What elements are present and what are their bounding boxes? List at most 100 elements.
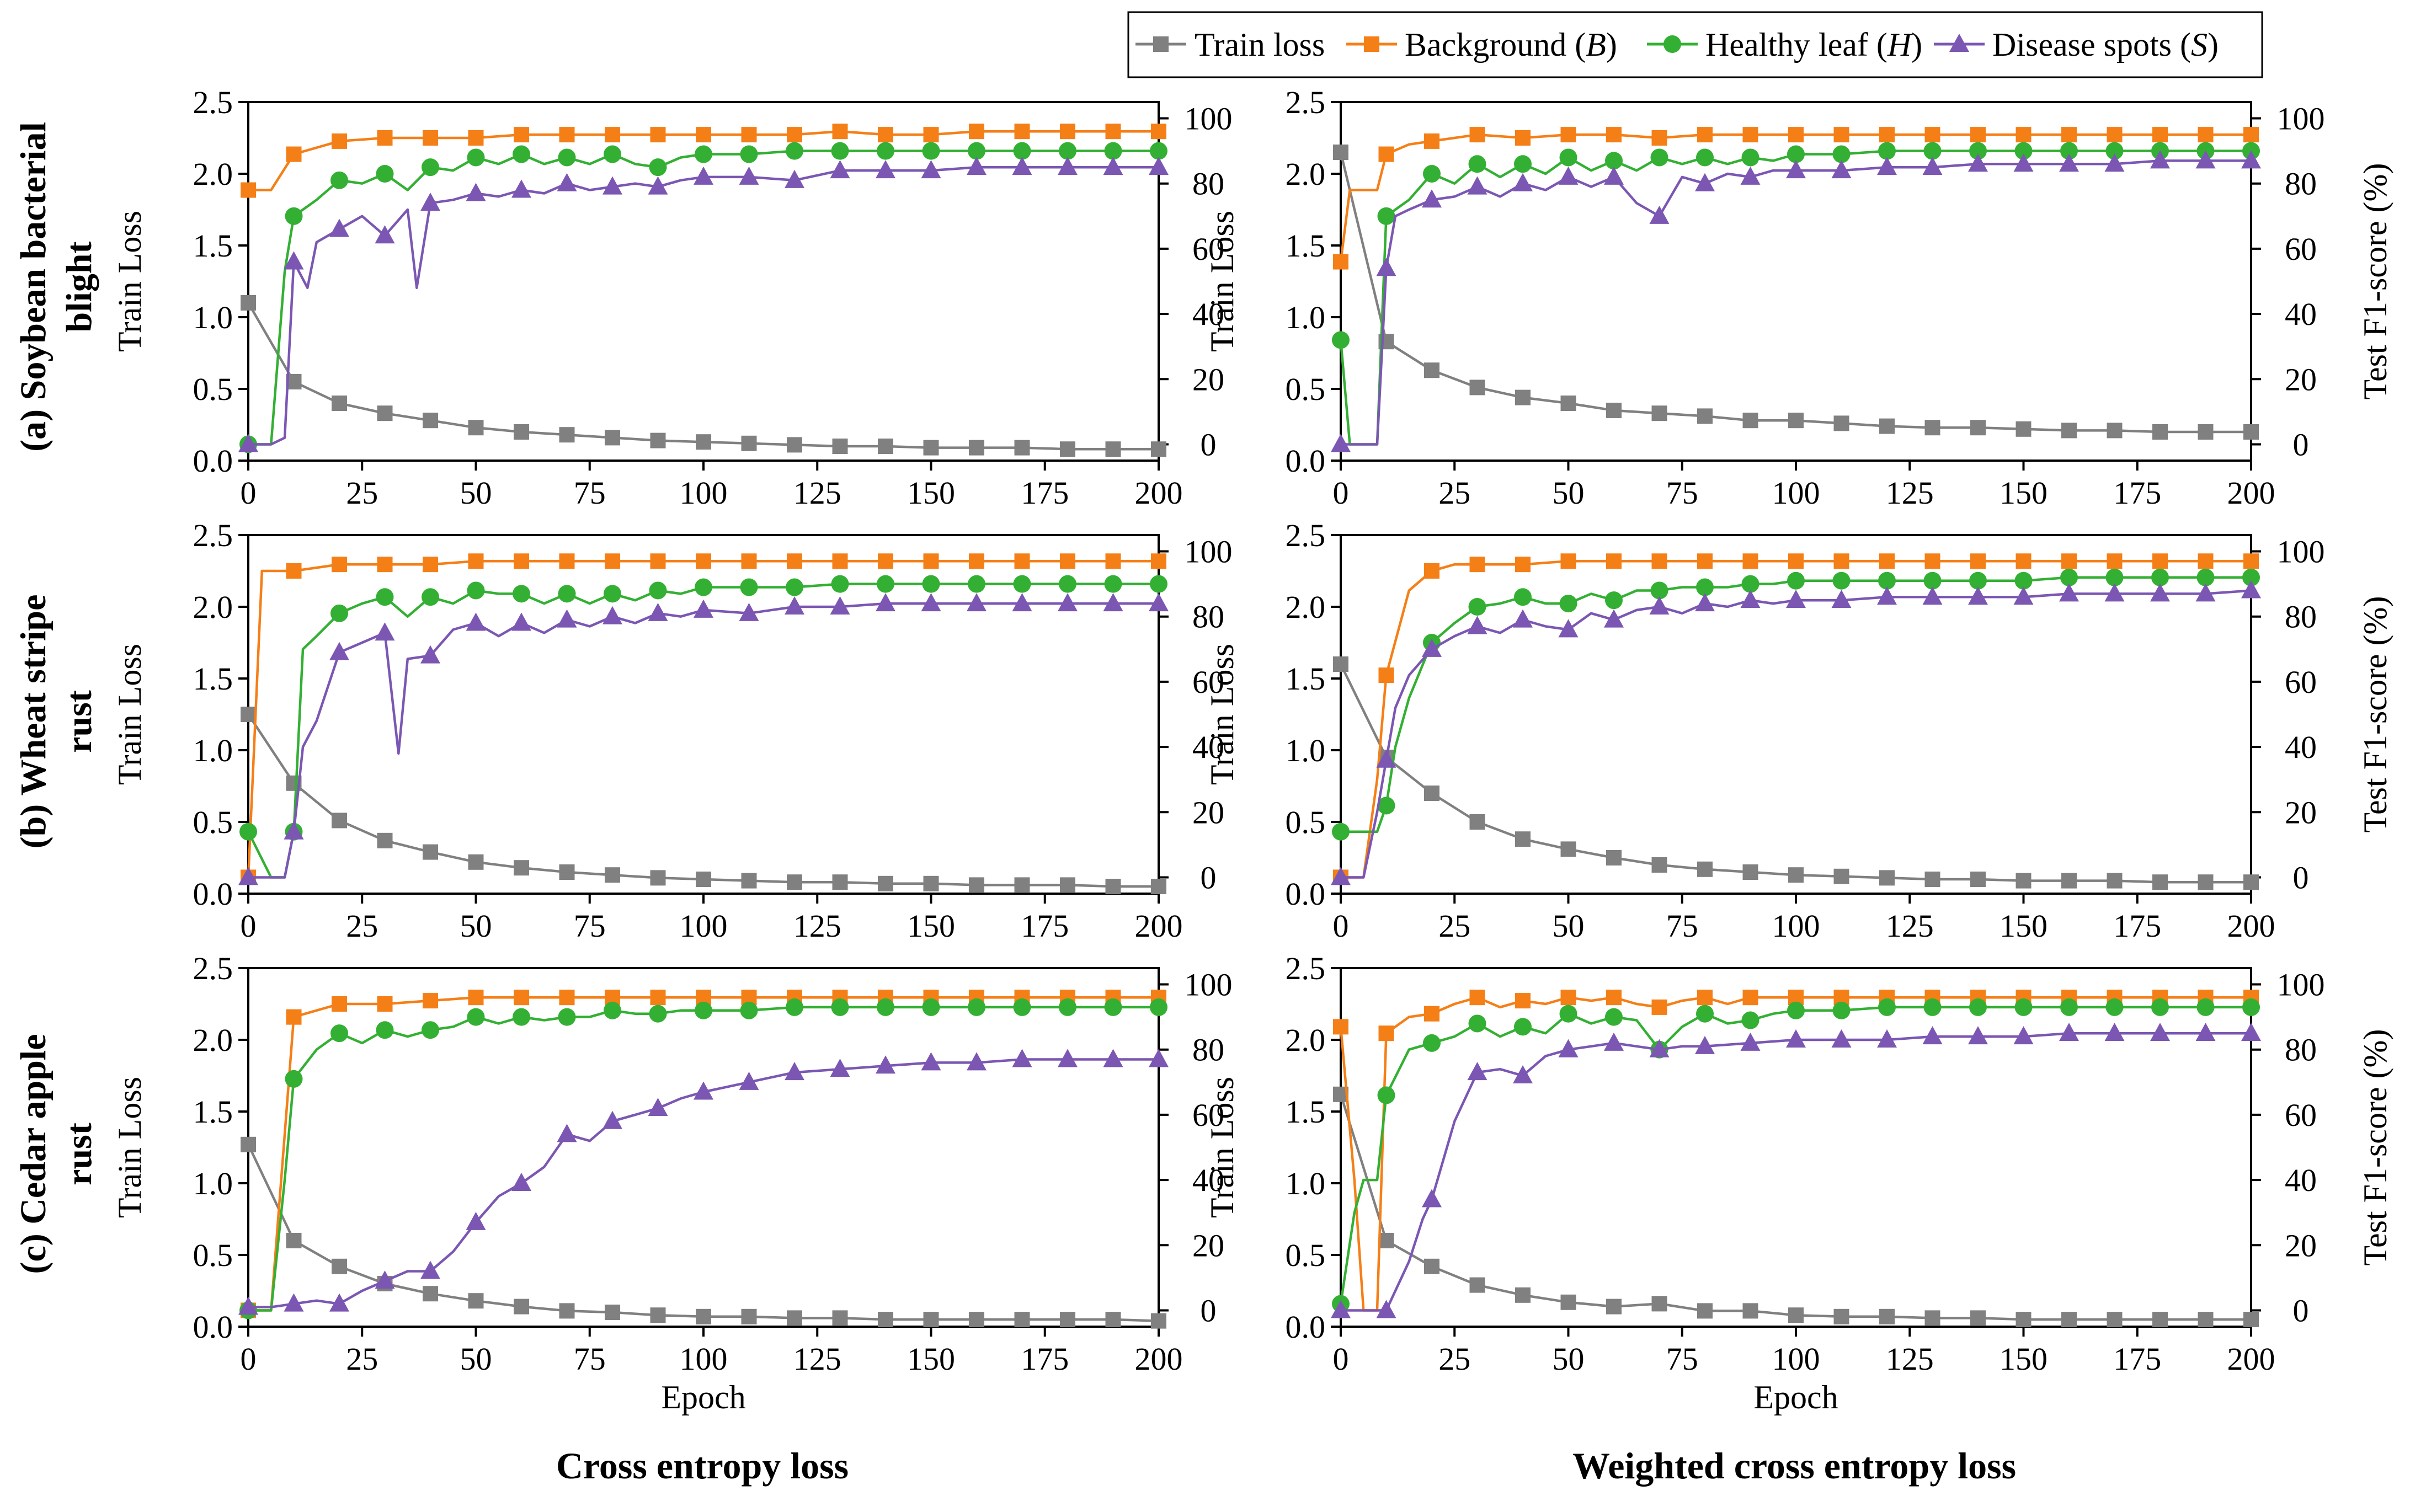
panel-0-0-series-S-point: [1012, 157, 1032, 175]
panel-1-0-series-H-point: [376, 588, 394, 606]
panel-2-0-series-train-point: [605, 1305, 620, 1320]
panel-1-0-series-H-point: [922, 575, 940, 593]
panel-2-0-series-H-point: [422, 1021, 439, 1039]
panel-0-1-series-train-point: [1333, 145, 1348, 160]
panel-0-0-series-B-point: [650, 127, 666, 143]
panel-1-1-series-B-point: [1833, 553, 1849, 569]
panel-1-0-series-H-point: [422, 588, 439, 606]
panel-2-0-series-H-point: [285, 1070, 303, 1088]
row-title-c-line2: rust: [59, 1123, 99, 1185]
panel-0-1-series-B-point: [2016, 127, 2032, 143]
panel-1-0-series-S-point: [557, 609, 577, 628]
panel-0-1-series-S-point: [1740, 166, 1761, 185]
panel-2-0-xtick-label: 150: [907, 1341, 955, 1377]
panel-0-0-series-B-point: [878, 127, 893, 143]
panel-2-1-y2tick-label: 80: [2285, 1032, 2317, 1068]
panel-0-1-series-H-point: [1650, 148, 1668, 167]
panel-0-0-series-train-point: [468, 420, 484, 436]
legend-disease-spots-label: Disease spots (S): [1992, 26, 2219, 63]
panel-1-1-series-train-point: [1742, 864, 1758, 880]
panel-2-0-xtick-label: 125: [793, 1341, 841, 1377]
panel-1-1-series-train-point: [2152, 874, 2168, 890]
panel-1-0-series-S-point: [967, 593, 987, 612]
panel-1-0-series-S-point: [1103, 593, 1123, 612]
panel-0-1-series-B-point: [1333, 254, 1348, 270]
panel-1-1-xtick-label: 0: [1333, 908, 1349, 944]
panel-1-0-series-train-point: [377, 832, 393, 848]
panel-2-0-xlabel: Epoch: [661, 1379, 745, 1415]
panel-2-0-series-B-point: [332, 996, 347, 1012]
panel-2-1-series-S-point: [1831, 1029, 1852, 1048]
panel-2-1-ytick-label: 2.5: [1286, 950, 1326, 986]
panel-2-0-series-S-point: [1149, 1049, 1169, 1067]
panel-1-0-series-H-point: [740, 578, 758, 596]
panel-0-0-series-train-point: [878, 439, 893, 454]
panel-0-1-series-S-point: [2241, 150, 2261, 169]
panel-0-0-series-train-point: [423, 413, 438, 429]
panel-0-0-series-train-point: [377, 405, 393, 421]
panel-1-0-series-H-point: [968, 575, 985, 593]
panel-1-1-ylabel: Train Loss: [1204, 644, 1240, 785]
panel-0-1-series-train-point: [1788, 413, 1804, 429]
panel-1-1-series-H-point: [1377, 797, 1395, 815]
panel-1-1-xtick-label: 175: [2113, 908, 2161, 944]
panel-0-1-series-train-point: [2243, 424, 2259, 440]
panel-0-0-xtick-label: 125: [793, 475, 841, 511]
panel-1-0-series-B-point: [377, 557, 393, 573]
panel-2-0-series-S-point: [284, 1293, 304, 1312]
panel-2-1-series-S-point: [1604, 1032, 1624, 1051]
panel-0-1-series-B-point: [1879, 127, 1895, 143]
panel-2-1-series-H-point: [1787, 1001, 1805, 1019]
panel-1-0-series-B-point: [423, 557, 438, 573]
panel-0-1-series-train-point: [1606, 403, 1622, 418]
panel-2-0-y2tick-label: 80: [1192, 1032, 1224, 1068]
panel-0-1-series-S-point: [2104, 153, 2125, 172]
panel-1-0-series-train-point: [650, 870, 666, 886]
panel-0-0-series-H-point: [740, 145, 758, 163]
panel-2-0-series-H-point: [740, 1001, 758, 1019]
panel-0-1-y2tick-label: 80: [2285, 166, 2317, 202]
panel-1-0-series-train-point: [605, 867, 620, 883]
panel-0-1-series-S-point: [1604, 166, 1624, 185]
panel-1-1-series-B-point: [1606, 553, 1622, 569]
panel-0-1-ytick-label: 1.5: [1286, 228, 1326, 264]
panel-2-1-series-train-point: [1515, 1287, 1531, 1303]
panel-1-0-series-H-point: [239, 822, 257, 841]
legend-background-square-icon: [1364, 36, 1379, 52]
panel-0-0-y2tick-label: 40: [1192, 296, 1224, 332]
panel-2-1-series-S-point: [1649, 1039, 1670, 1057]
panel-2-1-series-train-point: [2243, 1312, 2259, 1327]
panel-0-1-series-B-point: [1742, 127, 1758, 143]
panel-2-1-series-H-point: [1741, 1011, 1759, 1029]
panel-0-0-series-train-point: [696, 434, 711, 450]
panel-2-1-series-train-point: [2152, 1312, 2168, 1327]
panel-0-0-y2tick-label: 60: [1192, 231, 1224, 267]
panel-2-0-ytick-label: 1.0: [193, 1166, 233, 1201]
panel-1-1-series-H-point: [2060, 568, 2078, 586]
panel-2-0-series-H-point: [786, 998, 803, 1016]
panel-2-1-series-H-point: [1969, 998, 1987, 1016]
panel-1-0-series-B-point: [969, 553, 984, 569]
panel-0-1-series-train-point: [2198, 424, 2214, 440]
panel-0-0-series-B-point: [923, 127, 939, 143]
panel-0-0-series-train-point: [514, 424, 529, 440]
panel-0-1-series-H-point: [1832, 145, 1851, 163]
panel-1-0-series-train-point: [832, 874, 848, 890]
panel-1-0-xtick-label: 175: [1021, 908, 1069, 944]
panel-0-1-series-H-point: [1923, 142, 1942, 160]
panel-0-1-series-S-point: [1558, 166, 1579, 185]
panel-0-1-series-H-point: [2060, 142, 2078, 160]
panel-1-0-ytick-label: 2.0: [193, 589, 233, 625]
panel-2-1-series-S-point: [1740, 1032, 1761, 1051]
panel-2-1-series-S-point: [1922, 1026, 1943, 1045]
panel-0-0-y2tick-label: 0: [1201, 426, 1217, 462]
panel-1-1-series-H-point: [1696, 578, 1714, 596]
panel-0-0-series-H-point: [376, 165, 394, 183]
panel-0-0-xtick-label: 0: [241, 475, 257, 511]
panel-0-1-series-B-point: [1697, 127, 1713, 143]
panel-2-1-series-S-point: [2150, 1023, 2170, 1041]
panel-0-0-series-train-point: [1151, 441, 1166, 457]
panel-2-1-series-train-point: [1924, 1310, 1940, 1326]
panel-0-1-series-S-point: [1922, 157, 1943, 175]
panel-1-0-series-B-point: [878, 553, 893, 569]
